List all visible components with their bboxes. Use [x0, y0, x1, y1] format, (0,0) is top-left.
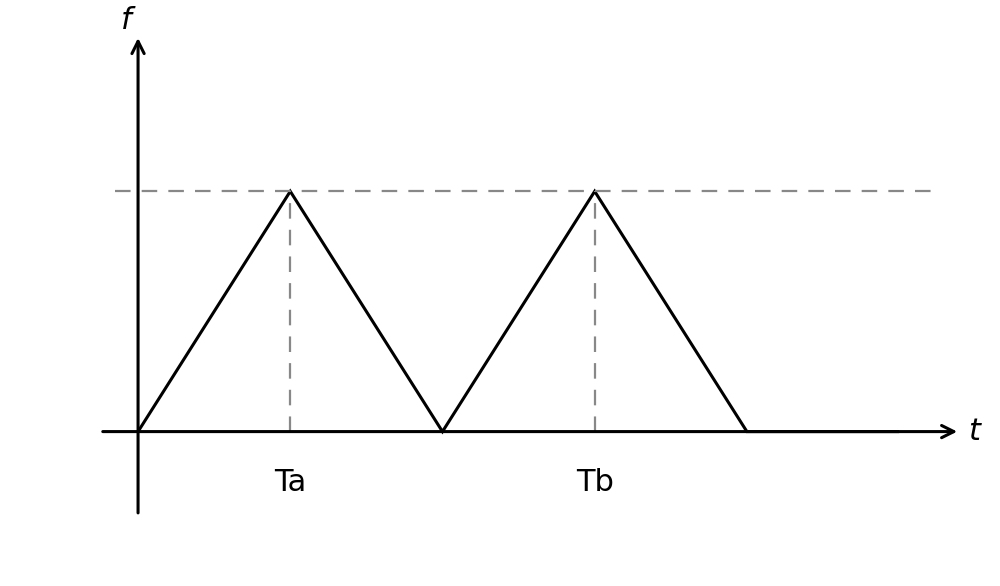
Text: Tb: Tb: [576, 468, 614, 496]
Text: Ta: Ta: [274, 468, 306, 496]
Text: f: f: [121, 6, 132, 35]
Text: t: t: [968, 417, 980, 446]
